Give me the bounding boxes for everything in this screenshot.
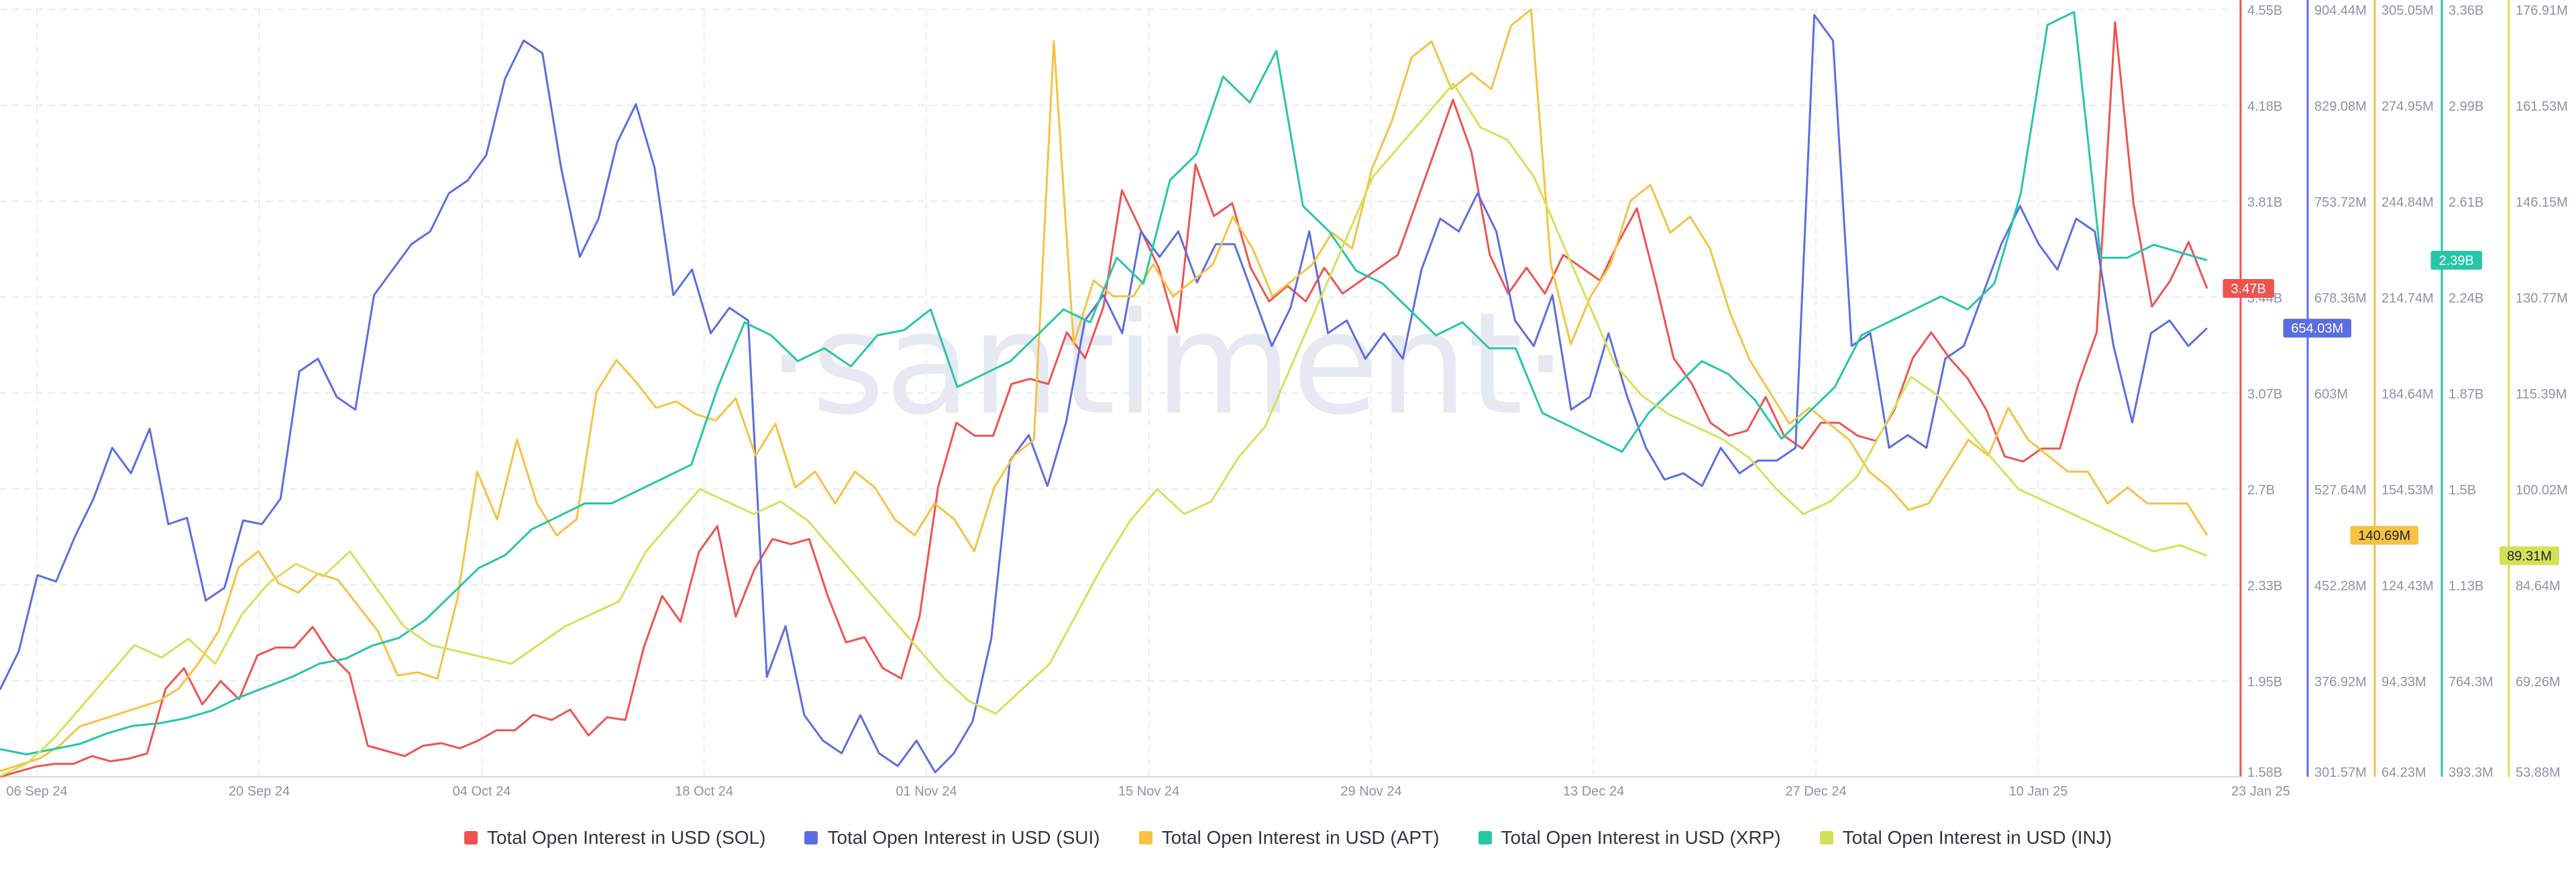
series-lines — [0, 8, 2208, 778]
y-tick-label: 452.28M — [2314, 579, 2367, 594]
x-tick-label: 18 Oct 24 — [675, 784, 733, 799]
legend-item[interactable]: Total Open Interest in USD (APT) — [1138, 827, 1440, 849]
y-tick-label: 64.23M — [2381, 765, 2426, 780]
y-tick-label: 301.57M — [2314, 765, 2367, 780]
value-badge-label: 140.69M — [2358, 529, 2410, 543]
value-badge-label: 89.31M — [2507, 549, 2552, 564]
y-tick-label: 2.99B — [2449, 99, 2483, 114]
x-tick-label: 27 Dec 24 — [1785, 784, 1846, 799]
y-tick-label: 904.44M — [2314, 3, 2367, 18]
x-tick-label: 01 Nov 24 — [896, 784, 957, 799]
y-tick-label: 1.95B — [2247, 675, 2282, 690]
value-badge: 140.69M — [2350, 526, 2418, 545]
y-tick-label: 4.18B — [2247, 99, 2282, 114]
legend-swatch — [804, 831, 818, 844]
y-tick-label: 4.55B — [2247, 3, 2282, 18]
y-tick-label: 100.02M — [2516, 483, 2568, 498]
legend-swatch — [1819, 831, 1833, 844]
value-badge-label: 2.39B — [2439, 254, 2474, 268]
value-badge: 2.39B — [2430, 251, 2482, 270]
value-badge: 3.47B — [2222, 279, 2274, 298]
legend-item[interactable]: Total Open Interest in USD (SUI) — [804, 827, 1100, 849]
y-tick-label: 678.36M — [2314, 291, 2367, 306]
legend-label: Total Open Interest in USD (SUI) — [827, 827, 1100, 848]
y-tick-label: 3.07B — [2247, 387, 2282, 402]
y-tick-label: 161.53M — [2516, 99, 2568, 114]
x-tick-label: 23 Jan 25 — [2231, 784, 2290, 799]
y-tick-label: 376.92M — [2314, 675, 2367, 690]
y-axes: 4.55B4.18B3.81B3.44B3.07B2.7B2.33B1.95B1… — [2239, 0, 2568, 780]
x-tick-label: 29 Nov 24 — [1340, 784, 1401, 799]
chart: ·santiment· 4.55B4.18B3.81B3.44B3.07B2.7… — [0, 0, 2568, 799]
legend-label: Total Open Interest in USD (SOL) — [486, 827, 766, 848]
y-tick-label: 94.33M — [2381, 675, 2426, 690]
y-tick-label: 753.72M — [2314, 195, 2367, 210]
y-tick-label: 1.13B — [2449, 579, 2483, 594]
y-tick-label: 176.91M — [2516, 3, 2568, 18]
value-badge: 89.31M — [2500, 546, 2559, 565]
y-tick-label: 124.43M — [2381, 579, 2434, 594]
legend-label: Total Open Interest in USD (INJ) — [1842, 827, 2112, 848]
y-tick-label: 3.36B — [2449, 3, 2483, 18]
y-tick-label: 3.81B — [2247, 195, 2282, 210]
y-tick-label: 154.53M — [2381, 483, 2434, 498]
y-tick-label: 130.77M — [2516, 291, 2568, 306]
y-tick-label: 2.7B — [2247, 483, 2275, 498]
legend-swatch — [1478, 831, 1492, 844]
y-tick-label: 829.08M — [2314, 99, 2367, 114]
y-tick-label: 305.05M — [2381, 3, 2434, 18]
legend-swatch — [464, 831, 478, 844]
y-tick-label: 274.95M — [2381, 99, 2434, 114]
legend-label: Total Open Interest in USD (XRP) — [1501, 827, 1781, 848]
legend-item[interactable]: Total Open Interest in USD (XRP) — [1478, 827, 1781, 849]
y-tick-label: 393.3M — [2449, 765, 2493, 780]
y-tick-label: 2.61B — [2449, 195, 2483, 210]
value-badge-label: 3.47B — [2231, 282, 2266, 296]
legend-item[interactable]: Total Open Interest in USD (INJ) — [1819, 827, 2112, 849]
value-badge-label: 654.03M — [2291, 321, 2343, 336]
x-tick-label: 20 Sep 24 — [229, 784, 290, 799]
y-tick-label: 115.39M — [2516, 387, 2567, 402]
y-tick-label: 603M — [2314, 387, 2348, 402]
y-tick-label: 53.88M — [2516, 765, 2561, 780]
y-tick-label: 1.5B — [2449, 483, 2476, 498]
x-tick-label: 15 Nov 24 — [1118, 784, 1179, 799]
y-tick-label: 764.3M — [2449, 675, 2493, 690]
y-tick-label: 1.87B — [2449, 387, 2483, 402]
series-line — [0, 11, 2208, 756]
y-tick-label: 214.74M — [2381, 291, 2434, 306]
legend-swatch — [1138, 831, 1152, 844]
y-tick-label: 2.24B — [2449, 291, 2483, 306]
y-tick-label: 84.64M — [2516, 579, 2561, 594]
y-tick-label: 1.58B — [2247, 765, 2282, 780]
y-tick-label: 2.33B — [2247, 579, 2282, 594]
x-tick-label: 13 Dec 24 — [1563, 784, 1624, 799]
x-tick-label: 10 Jan 25 — [2009, 784, 2068, 799]
series-line — [0, 13, 2208, 773]
y-tick-label: 527.64M — [2314, 483, 2367, 498]
y-tick-label: 244.84M — [2381, 195, 2434, 210]
y-tick-label: 69.26M — [2516, 675, 2561, 690]
value-badges: 3.47B 654.03M 140.69M 2.39B 89.31M — [2222, 251, 2559, 565]
legend-label: Total Open Interest in USD (APT) — [1161, 827, 1440, 848]
x-axis: 06 Sep 24 20 Sep 24 04 Oct 24 18 Oct 24 01 N… — [0, 776, 2290, 799]
series-line — [0, 83, 2208, 777]
x-tick-label: 04 Oct 24 — [453, 784, 511, 799]
legend-item[interactable]: Total Open Interest in USD (SOL) — [464, 827, 766, 849]
legend: Total Open Interest in USD (SOL) Total Op… — [0, 821, 2576, 855]
value-badge: 654.03M — [2283, 319, 2351, 338]
watermark: ·santiment· — [767, 282, 1568, 446]
x-tick-label: 06 Sep 24 — [6, 784, 67, 799]
y-tick-label: 146.15M — [2516, 195, 2568, 210]
y-tick-label: 184.64M — [2381, 387, 2434, 402]
series-line — [0, 21, 2208, 778]
